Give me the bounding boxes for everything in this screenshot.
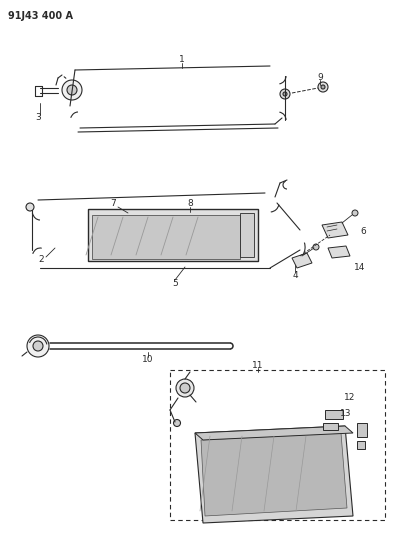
Polygon shape	[322, 222, 348, 238]
Bar	[240, 213, 254, 257]
Bar	[170, 370, 385, 520]
Text: 7: 7	[110, 199, 116, 208]
Circle shape	[62, 80, 82, 100]
Text: 9: 9	[317, 72, 323, 82]
Polygon shape	[292, 253, 312, 268]
Circle shape	[176, 379, 194, 397]
Circle shape	[27, 335, 49, 357]
Text: 11: 11	[252, 360, 264, 369]
Polygon shape	[328, 246, 350, 258]
Text: 13: 13	[340, 408, 352, 417]
Circle shape	[318, 82, 328, 92]
Bar	[323, 423, 338, 430]
Circle shape	[352, 210, 358, 216]
Text: 6: 6	[360, 228, 366, 237]
Circle shape	[313, 244, 319, 250]
Circle shape	[321, 85, 325, 89]
Text: 5: 5	[172, 279, 178, 288]
Polygon shape	[195, 426, 353, 523]
Bar	[325, 410, 343, 419]
Text: 10: 10	[142, 356, 154, 365]
Bar	[88, 209, 258, 261]
Circle shape	[26, 203, 34, 211]
Text: 12: 12	[344, 393, 356, 402]
Circle shape	[67, 85, 77, 95]
Text: 1: 1	[179, 55, 185, 64]
Bar	[357, 423, 367, 437]
Polygon shape	[201, 433, 347, 516]
Text: 3: 3	[35, 114, 41, 123]
Circle shape	[173, 419, 181, 426]
Text: 8: 8	[187, 199, 193, 208]
Circle shape	[280, 89, 290, 99]
Text: 2: 2	[38, 255, 44, 264]
Circle shape	[180, 383, 190, 393]
Text: 14: 14	[354, 263, 366, 272]
Circle shape	[33, 341, 43, 351]
Polygon shape	[195, 426, 353, 440]
Text: 91J43 400 A: 91J43 400 A	[8, 11, 73, 21]
Bar	[357, 441, 365, 449]
Text: 4: 4	[292, 271, 298, 280]
Circle shape	[283, 92, 287, 96]
Bar	[92, 215, 240, 259]
